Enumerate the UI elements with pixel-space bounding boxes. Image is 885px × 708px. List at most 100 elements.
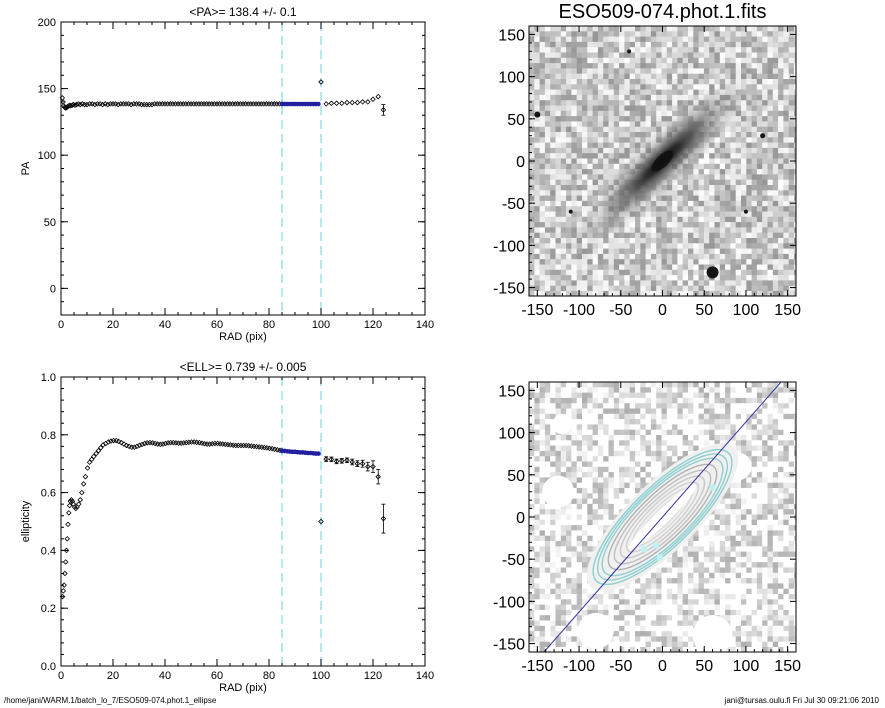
data-point	[349, 459, 355, 465]
isophote-contour	[601, 457, 724, 577]
x-tick-label: 140	[416, 319, 434, 331]
data-point	[157, 441, 164, 448]
galaxy-core	[651, 150, 674, 172]
image-pixels	[529, 26, 796, 296]
x-tick-label: 150	[774, 302, 801, 319]
x-tick-label: 80	[263, 670, 275, 682]
data-point	[141, 440, 148, 447]
y-tick-label: 0.4	[41, 545, 56, 557]
data-point	[105, 101, 111, 108]
data-point	[328, 456, 335, 463]
x-tick-label: -50	[609, 658, 632, 675]
data-point	[165, 440, 171, 446]
data-point	[88, 456, 95, 463]
plot-title: <PA>= 138.4 +/- 0.1	[189, 5, 297, 19]
data-point	[162, 440, 169, 447]
y-tick-label: -100	[493, 594, 525, 611]
plot-frame	[60, 21, 426, 316]
x-tick-label: 0	[658, 302, 667, 319]
data-point	[63, 547, 70, 554]
y-tick-label: -150	[493, 281, 525, 298]
data-point	[323, 456, 329, 462]
y-tick-label: 1.0	[41, 372, 56, 384]
data-point	[84, 101, 90, 108]
star	[568, 209, 573, 214]
data-point	[61, 582, 67, 588]
data-point	[131, 444, 138, 450]
star	[743, 209, 748, 214]
mask-region	[542, 475, 575, 508]
data-point	[75, 501, 82, 507]
data-point	[60, 588, 67, 594]
bright-pixel	[641, 546, 648, 553]
data-point	[139, 441, 145, 448]
data-point	[359, 99, 366, 105]
data-point	[90, 453, 97, 460]
y-tick-label: 150	[38, 84, 56, 96]
data-point	[121, 441, 127, 447]
data-point	[333, 100, 340, 107]
x-tick-label: 0	[658, 658, 667, 675]
data-point	[178, 440, 184, 446]
y-tick-label: 0	[50, 283, 56, 295]
data-point	[105, 439, 112, 445]
star	[534, 111, 541, 118]
x-tick-label: 100	[312, 319, 330, 331]
data-point	[323, 101, 329, 107]
data-point	[333, 458, 340, 465]
isophote-contour	[625, 481, 700, 553]
mask-region	[577, 612, 614, 649]
x-tick-label: 20	[107, 319, 119, 331]
data-point	[65, 521, 71, 528]
y-tick-label: 50	[507, 112, 525, 129]
isophote-contour	[592, 448, 733, 586]
x-tick-label: -150	[521, 658, 553, 675]
x-tick-label: -100	[563, 302, 595, 319]
data-point	[77, 101, 84, 108]
data-point	[115, 438, 122, 445]
data-point	[380, 107, 387, 113]
data-point	[183, 439, 190, 446]
x-axis-label: RAD (pix)	[219, 331, 267, 343]
image-panel-0: -150 -100 -50 0 50 100 150 -150 -100 -50 0 50 100 150…	[493, 1, 801, 319]
data-point	[370, 96, 376, 103]
data-point	[318, 79, 324, 85]
x-tick-label: 20	[107, 670, 119, 682]
image-title: ESO509-074.phot.1.fits	[559, 1, 767, 23]
star	[627, 49, 632, 54]
data-point	[359, 460, 366, 467]
data-point	[99, 101, 106, 108]
data-point	[108, 438, 114, 444]
bright-pixel	[709, 484, 716, 491]
image-panel-1: -150 -100 -50 0 50 100 150 -150 -100 -50 0 50 100 150	[493, 381, 801, 675]
data-point	[144, 440, 151, 446]
data-point	[318, 518, 324, 525]
data-point	[136, 442, 143, 448]
data-point	[64, 536, 71, 542]
data-point	[365, 463, 371, 470]
data-point	[92, 101, 98, 108]
isophote-contour	[596, 453, 729, 581]
data-point	[77, 497, 84, 503]
data-point	[62, 105, 69, 111]
y-tick-label: 0	[516, 154, 525, 171]
x-tick-label: 50	[695, 658, 713, 675]
y-tick-label: 0	[516, 510, 525, 527]
x-tick-label: 60	[211, 319, 223, 331]
y-tick-label: 50	[44, 217, 56, 229]
data-point	[73, 101, 80, 108]
data-point	[339, 100, 345, 107]
y-tick-label: 100	[498, 70, 525, 87]
y-tick-label: 100	[38, 150, 56, 162]
data-point	[134, 443, 140, 450]
star	[706, 266, 719, 279]
x-tick-label: 100	[733, 302, 760, 319]
data-point	[344, 99, 350, 106]
profile-plot-1: 0 20 40 60 80 100 120 140 0.0 0.2 0.4 0.6 0.8 1.0 <ELL…	[20, 360, 434, 694]
data-point	[62, 559, 69, 565]
highlight-point	[316, 101, 321, 107]
profile-plot-0: 0 20 40 60 80 100 120 140 0 50 100 150 200 <PA>= 138.…	[20, 5, 434, 343]
data-point	[354, 99, 361, 106]
y-tick-label: 150	[498, 383, 525, 400]
